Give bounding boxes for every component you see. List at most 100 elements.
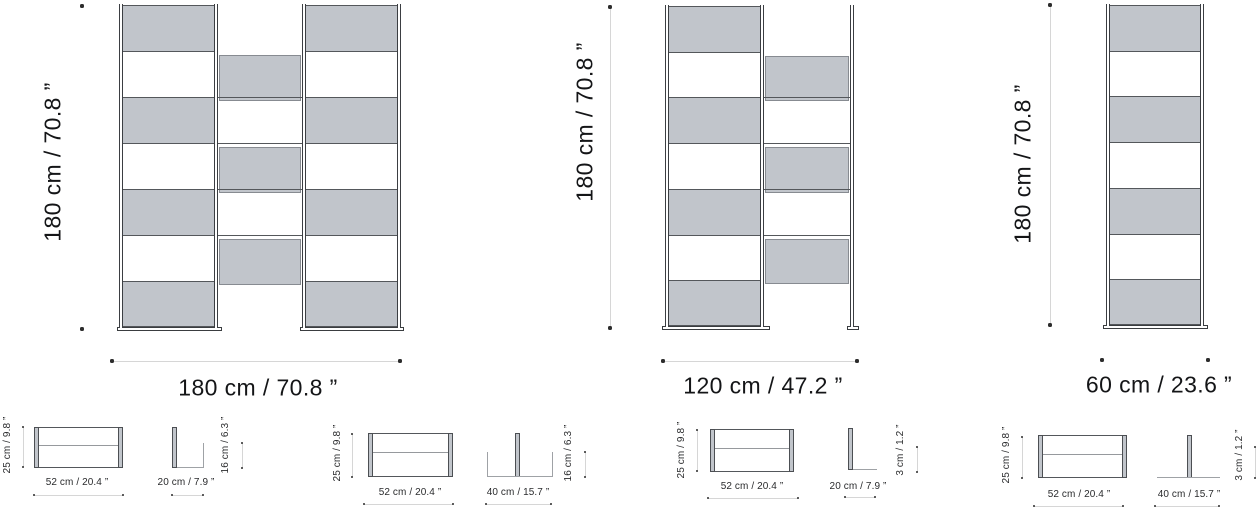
panel-end-bar — [1038, 435, 1043, 478]
detail-4-bracket-height-label: 3 cm / 1.2 ” — [1234, 429, 1245, 481]
panel-top-view — [368, 433, 453, 477]
detail-2-bracket-height-label: 16 cm / 6.3 ” — [563, 424, 574, 482]
shelf-rail — [667, 97, 762, 99]
detail-dimension-line — [585, 452, 586, 477]
divider-180-height-label: 180 cm / 70.8 ” — [39, 82, 66, 242]
shelf-rail — [762, 143, 852, 145]
shelf-rail — [304, 281, 399, 282]
gray-panel — [669, 97, 760, 144]
bracket-wall-line — [487, 452, 488, 477]
bracket-wall-line — [853, 469, 877, 470]
dimension-dot — [398, 359, 402, 363]
post — [119, 4, 123, 328]
detail-3-panel-depth-label: 25 cm / 9.8 ” — [676, 421, 687, 479]
detail-dimension-dot — [695, 469, 699, 473]
shelf-rail — [762, 234, 852, 236]
post — [760, 5, 764, 327]
shelf-rail — [121, 5, 216, 6]
post — [665, 5, 669, 327]
detail-dimension-line — [845, 497, 875, 498]
panel-end-bar — [1122, 435, 1127, 478]
panel-end-bar — [118, 427, 123, 468]
shelf-rail — [304, 51, 399, 52]
shelf-rail — [762, 188, 852, 190]
checker-gray-panel — [765, 238, 849, 285]
detail-dimension-dot — [873, 495, 877, 499]
detail-dimension-dot — [451, 502, 455, 506]
detail-dimension-dot — [796, 496, 800, 500]
detail-1-bracket-height-label: 16 cm / 6.3 ” — [220, 416, 231, 474]
gray-panel — [306, 5, 397, 51]
checker-gray-panel — [219, 239, 301, 285]
shelf-rail — [1108, 50, 1202, 52]
detail-dimension-line — [364, 504, 453, 505]
detail-dimension-line — [1255, 447, 1256, 478]
detail-dimension-dot — [1020, 435, 1024, 439]
shelf-rail — [304, 143, 399, 144]
detail-dimension-dot — [583, 450, 587, 454]
checker-gray-panel — [765, 55, 849, 102]
gray-panel — [1110, 187, 1200, 234]
detail-dimension-line — [352, 434, 353, 477]
panel-end-bar — [448, 433, 453, 477]
checker-gray-panel — [765, 147, 849, 193]
detail-dimension-dot — [484, 502, 488, 506]
shelf-rail — [304, 5, 399, 6]
divider-60-drawing — [1103, 4, 1208, 329]
detail-dimension-dot — [21, 465, 25, 469]
dimension-dot — [1206, 358, 1210, 362]
detail-dimension-line — [23, 427, 24, 467]
shelf-rail — [304, 189, 399, 190]
divider-60-height-label: 180 cm / 70.8 ” — [1009, 84, 1036, 244]
shelf-rail — [216, 189, 304, 190]
dimension-dot — [1048, 323, 1052, 327]
bracket-post — [515, 433, 520, 477]
dimension-dot — [110, 359, 114, 363]
dimension-line — [663, 361, 857, 362]
foot-plate — [300, 327, 404, 331]
detail-dimension-dot — [350, 475, 354, 479]
detail-dimension-dot — [32, 493, 36, 497]
detail-dimension-dot — [362, 502, 366, 506]
bracket-post — [848, 428, 853, 470]
shelf-rail — [216, 143, 304, 144]
post — [1200, 4, 1204, 326]
detail-3-panel-width-label: 52 cm / 20.4 ” — [720, 481, 784, 492]
detail-1-bracket-width-label: 20 cm / 7.9 ” — [157, 477, 215, 488]
dimension-dot — [1100, 358, 1104, 362]
divider-120-height-label: 180 cm / 70.8 ” — [571, 42, 598, 202]
detail-dimension-dot — [843, 495, 847, 499]
detail-4-bracket-width-label: 40 cm / 15.7 ” — [1157, 489, 1221, 500]
detail-dimension-line — [1155, 506, 1219, 507]
detail-dimension-dot — [1253, 476, 1257, 480]
detail-dimension-dot — [240, 466, 244, 470]
detail-1-panel-width-label: 52 cm / 20.4 ” — [45, 477, 109, 488]
shelf-rail — [1108, 96, 1202, 98]
dimension-dot — [80, 327, 84, 331]
detail-dimension-line — [1034, 506, 1123, 507]
detail-dimension-dot — [915, 470, 919, 474]
detail-dimension-line — [697, 430, 698, 471]
bracket-wall-line — [1157, 477, 1220, 478]
bracket-wall-line — [203, 443, 204, 468]
detail-dimension-dot — [549, 502, 553, 506]
detail-dimension-line — [708, 498, 798, 499]
checker-gray-panel — [219, 147, 301, 193]
dimension-dot — [1048, 3, 1052, 7]
panel-end-bar — [789, 429, 794, 472]
shelf-rail — [121, 281, 216, 282]
dimension-line — [112, 361, 401, 362]
shelf-rail — [1108, 187, 1202, 189]
detail-dimension-dot — [1121, 504, 1125, 508]
detail-4-panel-depth-label: 25 cm / 9.8 ” — [1001, 426, 1012, 484]
detail-dimension-line — [917, 447, 918, 472]
dimension-dot — [80, 4, 84, 8]
detail-dimension-dot — [1217, 504, 1221, 508]
post — [397, 4, 401, 328]
dimension-dot — [855, 359, 859, 363]
detail-dimension-dot — [915, 445, 919, 449]
gray-panel — [306, 97, 397, 143]
shelf-rail — [121, 189, 216, 190]
detail-2-panel-width-label: 52 cm / 20.4 ” — [378, 487, 442, 498]
panel-top-view — [34, 427, 123, 468]
